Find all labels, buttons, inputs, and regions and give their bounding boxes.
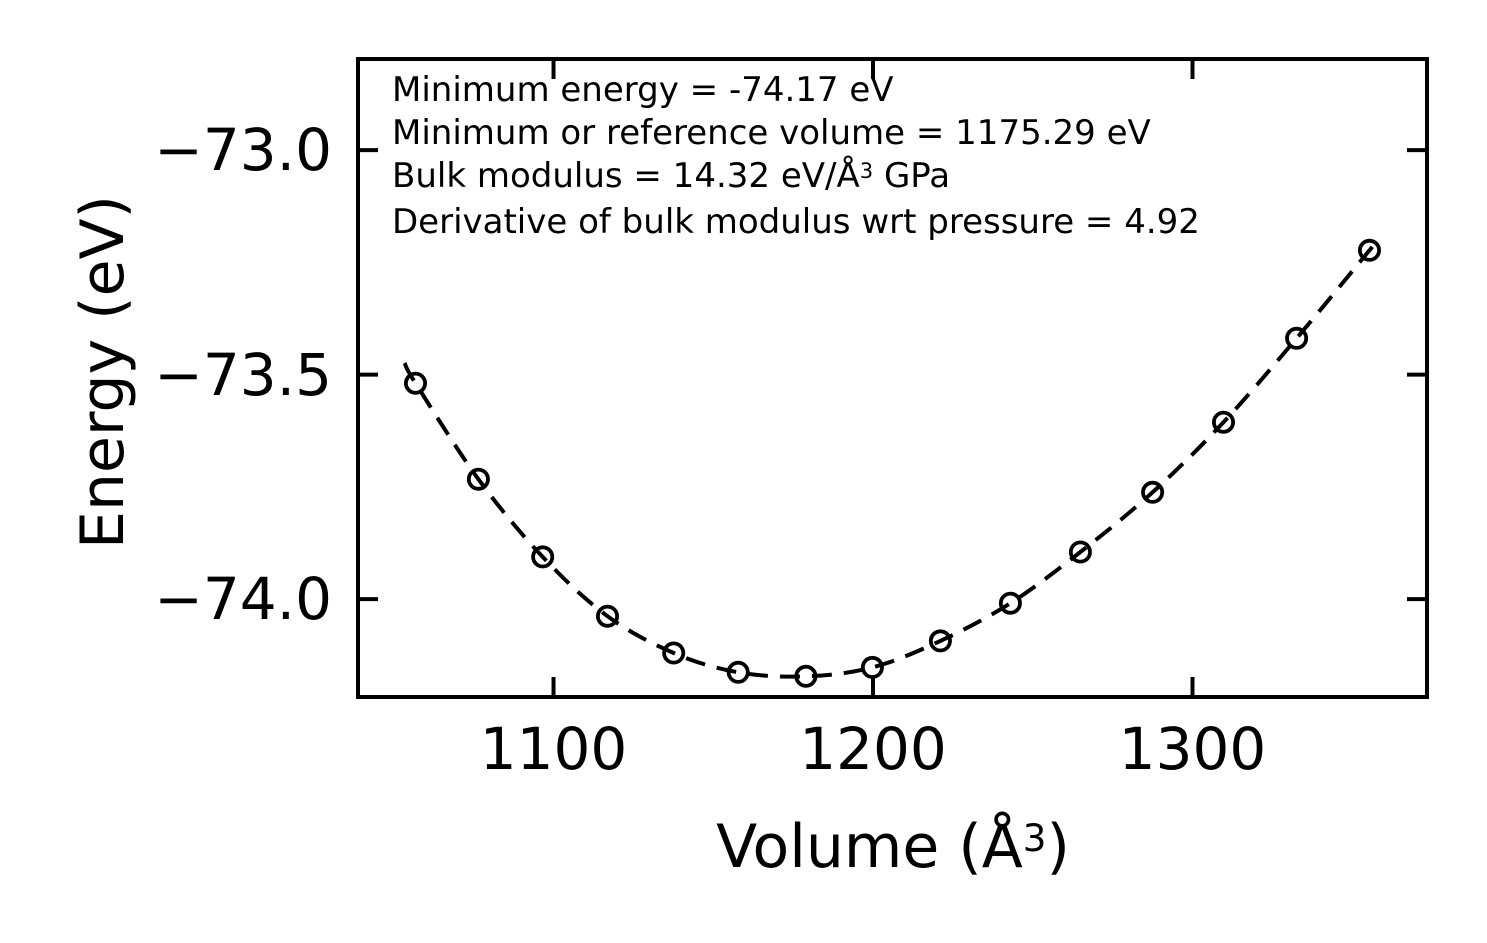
data-point-marker bbox=[662, 641, 686, 665]
data-point-marker bbox=[1141, 480, 1165, 504]
annotation-line-bulk-modulus-derivative: Derivative of bulk modulus wrt pressure … bbox=[392, 202, 1200, 242]
data-point-marker bbox=[998, 591, 1022, 615]
annotation-line-reference-volume: Minimum or reference volume = 1175.29 eV bbox=[392, 113, 1151, 153]
eos-fit-curve bbox=[402, 239, 1380, 679]
data-point-marker bbox=[1285, 326, 1309, 350]
annotation-line-minimum-energy: Minimum energy = -74.17 eV bbox=[392, 70, 894, 110]
data-point-marker bbox=[928, 629, 952, 653]
superscript-3: 3 bbox=[1022, 816, 1047, 861]
y-tick-label: −73.0 bbox=[154, 116, 332, 185]
plot-frame bbox=[356, 57, 1429, 699]
data-point-marker bbox=[726, 660, 750, 684]
data-point-marker bbox=[466, 467, 490, 491]
data-point-marker bbox=[596, 604, 620, 628]
fit-results-annotation: Minimum energy = -74.17 eV Minimum or re… bbox=[392, 69, 1200, 244]
data-point-marker bbox=[403, 371, 427, 395]
data-point-marker bbox=[1212, 410, 1236, 434]
data-point-marker bbox=[531, 545, 555, 569]
y-tick-label: −74.0 bbox=[154, 565, 332, 634]
data-point-marker bbox=[1068, 540, 1092, 564]
y-tick-label: −73.5 bbox=[154, 340, 332, 409]
x-tick-label: 1200 bbox=[799, 715, 947, 783]
x-tick-label: 1300 bbox=[1118, 715, 1267, 783]
data-point-marker bbox=[794, 664, 818, 688]
x-tick-label: 1100 bbox=[479, 715, 628, 783]
x-axis-label: Volume (Å3) bbox=[716, 812, 1070, 882]
superscript-3: 3 bbox=[859, 158, 874, 184]
data-point-marker bbox=[860, 655, 884, 679]
annotation-line-bulk-modulus: Bulk modulus = 14.32 eV/Å3 GPa bbox=[392, 156, 951, 196]
data-point-marker bbox=[1358, 238, 1382, 262]
